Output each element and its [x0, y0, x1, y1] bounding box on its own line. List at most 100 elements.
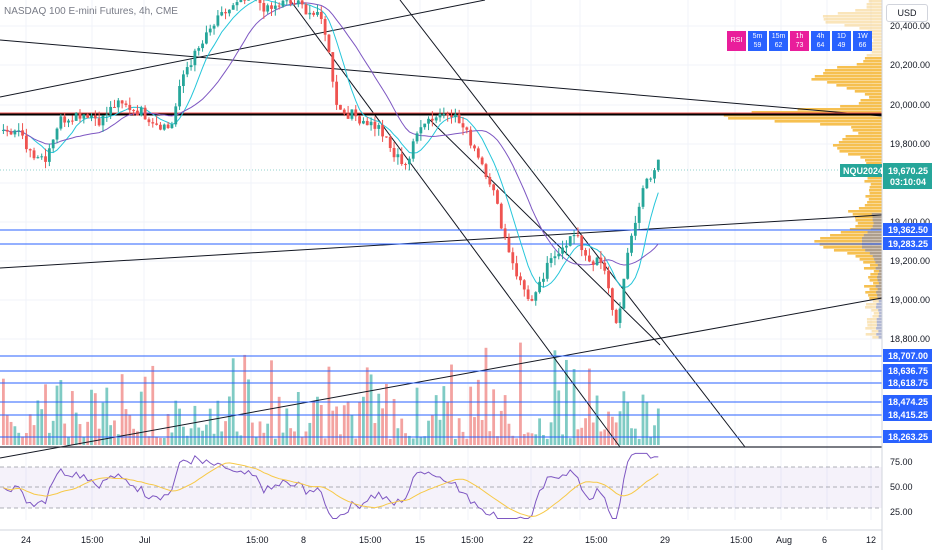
volume-bar	[385, 383, 388, 445]
rsi-axis: 75.00 50.00 25.00	[890, 457, 913, 517]
vp-bar	[867, 201, 882, 204]
volume-bar	[227, 396, 231, 445]
vp-bar	[837, 12, 882, 15]
candle-body	[109, 106, 113, 115]
level-tag	[883, 430, 932, 443]
rsi-table-cell: 4h 64	[811, 31, 830, 51]
candle-body	[457, 114, 461, 124]
volume-bar	[450, 364, 453, 445]
rsi-pane	[0, 452, 882, 519]
candle-body	[70, 120, 74, 122]
volume-bar	[492, 389, 496, 445]
candle-body	[580, 235, 584, 251]
candle-body	[522, 280, 526, 290]
volume-bar	[90, 389, 93, 445]
candle-body	[530, 298, 534, 301]
vp-bar	[858, 207, 882, 210]
volume-bar	[105, 387, 109, 445]
vp-bar	[797, 108, 882, 111]
vp-bar	[868, 0, 882, 3]
candle-body	[339, 104, 342, 110]
volume-bar	[243, 354, 247, 445]
volume-bar	[235, 431, 239, 445]
volume-bar	[136, 431, 139, 445]
candle-body	[388, 136, 392, 148]
candle-body	[247, 0, 250, 1]
price-tag	[883, 163, 932, 189]
candle-body	[637, 206, 641, 223]
vp-bar	[848, 153, 882, 156]
candle-body	[492, 184, 496, 191]
candle-body	[484, 164, 488, 177]
candle-body	[239, 0, 243, 3]
volume-bar	[411, 438, 415, 445]
candle-body	[572, 235, 576, 237]
vp-bar	[837, 66, 882, 69]
vp-bar	[855, 9, 882, 12]
vp-bar-down	[877, 273, 882, 276]
vp-bar	[820, 123, 882, 126]
candle-body	[74, 112, 78, 121]
trend-line	[0, 297, 883, 459]
vp-bar-down	[872, 219, 882, 222]
candle-body	[147, 119, 151, 123]
candle-body	[270, 5, 273, 9]
candle-body	[365, 120, 369, 126]
vp-bar	[858, 132, 882, 135]
volume-bar	[201, 430, 204, 445]
candle-body	[197, 48, 201, 51]
vp-bar	[866, 3, 882, 6]
time-tick-label: 12	[866, 535, 876, 545]
time-tick-label: 15	[415, 535, 425, 545]
volume-bar	[36, 400, 40, 445]
candle-body	[618, 308, 622, 323]
candle-body	[461, 123, 465, 128]
volume-bar	[369, 374, 373, 445]
vp-bar	[852, 213, 882, 216]
candle-body	[189, 65, 193, 68]
candle-body	[622, 278, 626, 309]
vp-bar	[872, 315, 882, 318]
volume-bar	[373, 423, 377, 445]
trend-line	[0, 214, 883, 269]
currency-button[interactable]: USD	[886, 4, 928, 22]
vp-bar	[832, 144, 882, 147]
volume-bar	[40, 409, 44, 445]
rsi-ma-line	[3, 462, 659, 518]
candle-body	[346, 113, 350, 119]
time-axis: 24 15:00 Jul 15:00 8 15:00 15 15:00 22 15:00 29 15:…	[0, 529, 882, 545]
candle-body	[101, 115, 105, 126]
volume-bar	[17, 432, 21, 445]
vp-bar-down	[870, 228, 882, 231]
volume-bar	[499, 410, 503, 445]
vp-bar-down	[878, 315, 882, 318]
price-tick-label: 18,800.00	[890, 334, 930, 344]
vp-bar-down	[862, 237, 882, 240]
candle-body	[526, 289, 530, 299]
time-tick-label: 15:00	[585, 535, 608, 545]
vp-bar-down	[877, 288, 882, 291]
volume-bar	[392, 398, 396, 445]
vp-bar-down	[876, 291, 882, 294]
vp-bar	[866, 54, 882, 57]
candle-body	[584, 250, 587, 256]
volume-bar	[423, 436, 427, 445]
vp-bar-down	[872, 216, 882, 219]
vp-bar-down	[878, 282, 882, 285]
candle-body	[641, 188, 645, 207]
volume-bar	[415, 387, 419, 445]
candle-body	[258, 0, 262, 3]
trend-line	[289, 0, 621, 448]
vp-bar	[865, 333, 882, 336]
candle-body	[419, 127, 423, 134]
volume-bar	[404, 433, 407, 445]
candle-body	[473, 145, 476, 149]
price-tick-label: 20,200.00	[890, 60, 930, 70]
candle-body	[373, 121, 377, 129]
vp-bar	[867, 321, 882, 324]
volume-bar	[21, 436, 24, 445]
vp-bar	[869, 297, 882, 300]
vp-bar-down	[876, 333, 882, 336]
candle-body	[507, 237, 511, 253]
